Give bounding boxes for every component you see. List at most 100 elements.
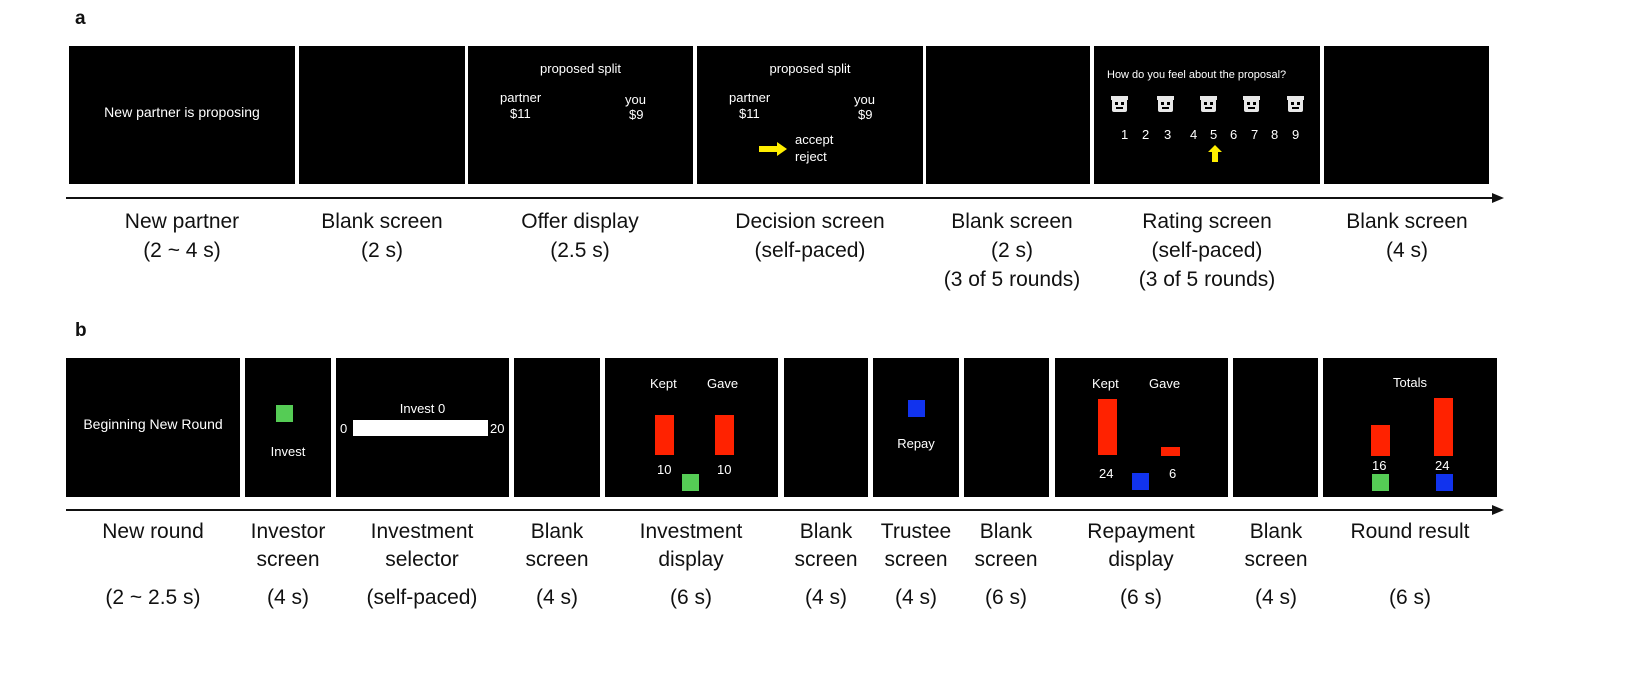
caption-b-2-l2: screen <box>256 548 320 571</box>
rating-number-5: 5 <box>1210 127 1218 142</box>
repayment-gave-bar <box>1161 447 1180 456</box>
screen-trustee: Repay <box>873 358 959 497</box>
rating-number-7: 7 <box>1251 127 1259 142</box>
decision-you-amount: $9 <box>858 107 873 122</box>
screen-blank-b2 <box>784 358 868 497</box>
arrow-up-icon <box>1208 145 1222 162</box>
investment-gave-bar <box>715 415 734 455</box>
rating-number-8: 8 <box>1271 127 1279 142</box>
caption-a-3-dur: (2.5 s) <box>550 239 610 262</box>
caption-b-6-l1: Blank <box>799 520 853 543</box>
screen-investment-selector: Invest 0 0 20 <box>336 358 509 497</box>
caption-b-7: Trustee screen (4 s) <box>846 518 986 612</box>
caption-a-2: Blank screen (2 s) <box>282 207 482 294</box>
screen-investment-display: Kept Gave 10 10 <box>605 358 778 497</box>
caption-b-8: Blank screen (6 s) <box>936 518 1076 612</box>
caption-a-4-title: Decision screen <box>735 210 885 233</box>
caption-b-4-dur: (4 s) <box>536 586 578 609</box>
screen-blank-1 <box>299 46 465 184</box>
caption-b-3-dur: (self-paced) <box>366 586 478 609</box>
caption-b-10-l2: screen <box>1244 548 1308 571</box>
caption-b-1-l1: New round <box>102 520 204 543</box>
invest-green-square <box>276 405 293 422</box>
trustee-blue-square <box>908 400 925 417</box>
face-icon-2 <box>1157 96 1174 112</box>
investment-slider[interactable] <box>353 420 488 436</box>
rating-question: How do you feel about the proposal? <box>1107 69 1287 81</box>
screen-round-result: Totals 16 24 <box>1323 358 1497 497</box>
caption-b-10: Blank screen (4 s) <box>1206 518 1346 612</box>
panel-a-label: a <box>75 8 86 29</box>
rating-number-1: 1 <box>1121 127 1129 142</box>
caption-b-9-l1: Repayment <box>1087 520 1195 543</box>
caption-b-6-l2: screen <box>794 548 858 571</box>
caption-a-1-extra <box>82 265 282 294</box>
result-blue-square <box>1436 474 1453 491</box>
caption-b-11-l2 <box>1340 546 1480 574</box>
result-left-bar <box>1371 425 1390 456</box>
decision-accept: accept <box>795 132 834 147</box>
investment-gave-label: Gave <box>707 376 739 391</box>
caption-b-7-l2: screen <box>884 548 948 571</box>
caption-b-9: Repayment display (6 s) <box>1071 518 1211 612</box>
decision-you-label: you <box>854 92 875 107</box>
caption-a-6-extra: (3 of 5 rounds) <box>1138 268 1276 291</box>
caption-b-5: Investment display (6 s) <box>621 518 761 612</box>
caption-b-1: New round (2 ~ 2.5 s) <box>83 518 223 612</box>
investment-gave-value: 10 <box>717 462 732 477</box>
caption-b-10-l1: Blank <box>1249 520 1303 543</box>
caption-a-5-title: Blank screen <box>951 210 1073 233</box>
caption-a-2-dur: (2 s) <box>361 239 403 262</box>
caption-a-1: New partner (2 ~ 4 s) <box>82 207 282 294</box>
repayment-kept-bar <box>1098 399 1117 455</box>
caption-b-6-dur: (4 s) <box>805 586 847 609</box>
screen-repayment-display: Kept Gave 24 6 <box>1055 358 1228 497</box>
screen-investor: Invest <box>245 358 331 497</box>
result-left-value: 16 <box>1372 458 1387 473</box>
face-icon-4 <box>1243 96 1260 112</box>
new-round-text: Beginning New Round <box>83 416 223 432</box>
caption-a-4-dur: (self-paced) <box>754 239 866 262</box>
caption-a-1-dur: (2 ~ 4 s) <box>143 239 221 262</box>
caption-b-3-l1: Investment <box>370 520 474 543</box>
caption-b-7-dur: (4 s) <box>895 586 937 609</box>
caption-b-5-l2: display <box>658 548 724 571</box>
face-icon-3 <box>1200 96 1217 112</box>
repayment-kept-label: Kept <box>1092 376 1119 391</box>
caption-b-9-l2: display <box>1108 548 1174 571</box>
investment-kept-label: Kept <box>650 376 677 391</box>
caption-b-3-l2: selector <box>385 548 459 571</box>
caption-b-3: Investment selector (self-paced) <box>352 518 492 612</box>
screen-blank-b3 <box>964 358 1049 497</box>
caption-a-7-extra <box>1307 265 1507 294</box>
investment-kept-value: 10 <box>657 462 672 477</box>
result-title: Totals <box>1393 375 1427 390</box>
caption-b-8-dur: (6 s) <box>985 586 1027 609</box>
decision-title: proposed split <box>769 61 851 76</box>
screen-decision: proposed split partner $11 you $9 accept… <box>697 46 923 184</box>
caption-a-7: Blank screen (4 s) <box>1307 207 1507 294</box>
caption-a-7-title: Blank screen <box>1346 210 1468 233</box>
face-icon-5 <box>1287 96 1304 112</box>
caption-b-9-dur: (6 s) <box>1120 586 1162 609</box>
offer-partner-label: partner <box>500 90 542 105</box>
caption-a-3-title: Offer display <box>521 210 639 233</box>
repayment-gave-label: Gave <box>1149 376 1181 391</box>
rating-number-2: 2 <box>1142 127 1150 142</box>
caption-b-2-dur: (4 s) <box>267 586 309 609</box>
caption-a-3-extra <box>480 265 680 294</box>
selector-title: Invest 0 <box>399 401 446 416</box>
caption-a-5: Blank screen (2 s) (3 of 5 rounds) <box>912 207 1112 294</box>
face-icon-1 <box>1111 96 1128 112</box>
selector-max: 20 <box>490 421 505 436</box>
caption-b-4-l2: screen <box>525 548 589 571</box>
caption-b-11-dur: (6 s) <box>1389 586 1431 609</box>
screen-blank-3 <box>1324 46 1489 184</box>
offer-partner-amount: $11 <box>510 106 531 121</box>
screen-new-partner: New partner is proposing <box>69 46 295 184</box>
trustee-text: Repay <box>897 436 935 451</box>
caption-b-4: Blank screen (4 s) <box>487 518 627 612</box>
offer-you-amount: $9 <box>629 107 644 122</box>
screen-blank-b1 <box>514 358 600 497</box>
